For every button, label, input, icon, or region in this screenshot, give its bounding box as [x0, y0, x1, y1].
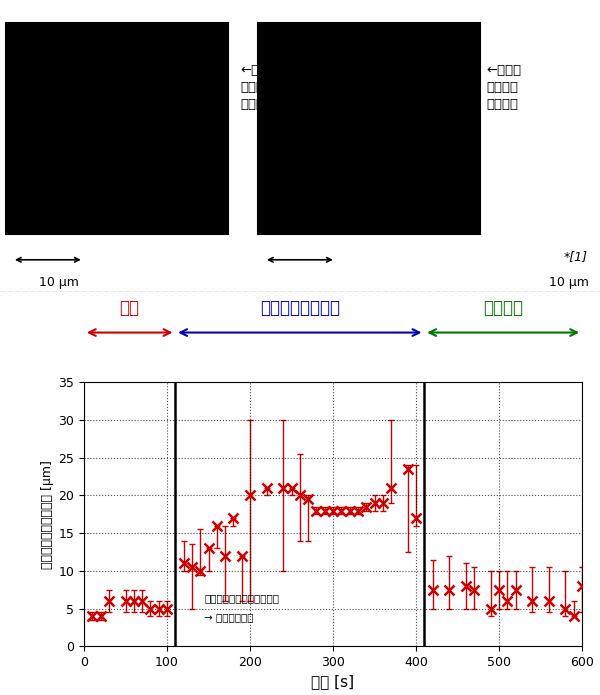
- Bar: [6, 24, 228, 234]
- Text: 10 μm: 10 μm: [550, 276, 589, 289]
- Text: 安静: 安静: [119, 299, 140, 316]
- Text: 駆血時に対象物直径が増大: 駆血時に対象物直径が増大: [205, 594, 280, 603]
- Bar: [258, 24, 480, 234]
- Text: ←凝集時
赤血球の
題微鏡像: ←凝集時 赤血球の 題微鏡像: [486, 64, 521, 111]
- Text: ←正常な
赤血球の
題微鏡像: ←正常な 赤血球の 題微鏡像: [240, 64, 275, 111]
- Text: 10 μm: 10 μm: [40, 276, 79, 289]
- Text: 駆血（血流途絶）: 駆血（血流途絶）: [260, 299, 340, 316]
- Text: 血流再開: 血流再開: [483, 299, 523, 316]
- Text: → 赤血球が凝集: → 赤血球が凝集: [205, 612, 254, 623]
- X-axis label: 時間 [s]: 時間 [s]: [311, 675, 355, 689]
- Text: *[1]: *[1]: [564, 250, 588, 263]
- Y-axis label: 推定された対象物直径 [μm]: 推定された対象物直径 [μm]: [41, 460, 54, 569]
